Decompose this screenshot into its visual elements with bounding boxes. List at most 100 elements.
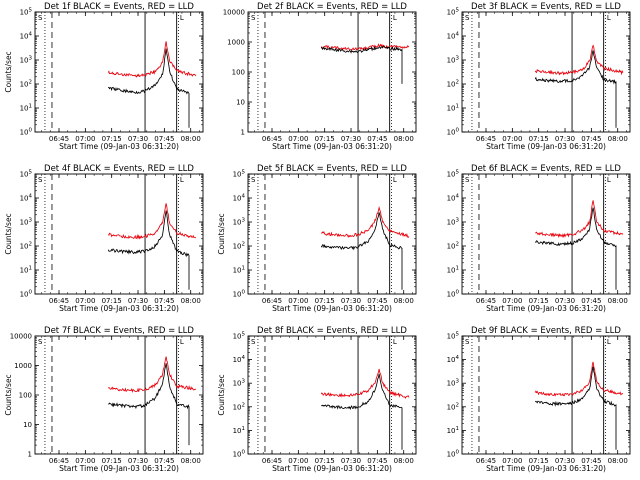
tick-base: 10 [447,195,456,203]
y-axis-label: Counts/sec [4,374,13,415]
panel-det-6f: Det 6f BLACK = Events, RED = LLD10010110… [447,164,631,313]
y-tick-label: 102 [447,242,459,251]
series-events [534,366,617,450]
y-tick-label: 104 [20,194,33,203]
y-tick-label: 101 [233,266,245,275]
y-tick-label: 101 [447,266,459,275]
tick-base: 10 [233,219,242,227]
x-axis-label: Start Time (09-Jan-03 06:31:20) [59,464,179,473]
tick-exponent: 0 [242,290,246,296]
x-tick-label: 07:45 [154,135,174,143]
tick-base: 10 [447,356,456,364]
x-tick-label: 06:45 [262,457,282,465]
y-tick-label: 101 [233,426,245,435]
panel-det-2f: Det 2f BLACK = Events, RED = LLD 1 10 100 10… [223,2,417,151]
marker-s: S [465,14,470,22]
x-tick-label: 07:45 [154,457,174,465]
tick-exponent: 1 [456,426,460,432]
marker-l: L [180,14,184,22]
y-tick-label: 104 [447,194,460,203]
tick-exponent: 2 [242,402,246,408]
tick-exponent: 1 [456,104,460,110]
tick-base: 10 [447,427,456,435]
y-tick-label: 105 [233,332,246,341]
tick-base: 10 [233,243,242,251]
tick-exponent: 5 [456,332,460,338]
y-tick-label: 104 [20,32,33,41]
tick-base: 10 [233,171,242,179]
panel-title: Det 4f BLACK = Events, RED = LLD [44,164,194,174]
tick-base: 10 [233,291,242,299]
series-lld [535,200,624,239]
tick-exponent: 2 [456,402,460,408]
panel-title: Det 5f BLACK = Events, RED = LLD [257,164,407,174]
tick-exponent: 5 [456,170,460,176]
panel-det-4f: Det 4f BLACK = Events, RED = LLD10010110… [4,164,204,313]
marker-l: L [607,176,611,184]
x-tick-label: 07:15 [102,457,122,465]
x-tick-label: 07:15 [315,457,335,465]
y-tick-label: 103 [233,379,246,388]
tick-base: 10 [447,219,456,227]
tick-base: 10 [20,129,29,137]
x-tick-label: 08:00 [181,457,201,465]
y-tick-label: 105 [447,8,460,17]
tick-exponent: 3 [242,379,246,385]
panel-title: Det 9f BLACK = Events, RED = LLD [471,326,621,336]
marker-s: S [251,14,256,22]
x-tick-label: 07:15 [315,135,335,143]
x-tick-label: 08:00 [394,457,414,465]
x-tick-label: 07:45 [581,457,601,465]
y-tick-label: 102 [20,242,32,251]
tick-exponent: 4 [242,355,246,361]
x-tick-label: 07:00 [288,457,308,465]
y-tick-label: 103 [20,56,33,65]
tick-base: 10 [447,333,456,341]
y-tick-label: 101 [447,104,459,113]
x-tick-label: 07:30 [128,457,148,465]
x-tick-label: 06:45 [262,297,282,305]
x-tick-label: 07:15 [102,135,122,143]
marker-s: S [465,176,470,184]
tick-exponent: 0 [242,450,246,456]
panel-det-9f: Det 9f BLACK = Events, RED = LLD10010110… [447,326,631,473]
marker-l: L [393,14,397,22]
y-tick-label: 101 [20,104,32,113]
panel-title: Det 6f BLACK = Events, RED = LLD [471,164,621,174]
tick-exponent: 1 [242,426,246,432]
marker-l: L [607,14,611,22]
tick-base: 10 [20,33,29,41]
y-tick-label: 105 [233,170,246,179]
y-tick-label: 105 [20,170,33,179]
series-events [320,45,403,84]
x-tick-label: 07:30 [341,135,361,143]
x-tick-label: 07:00 [288,135,308,143]
x-tick-label: 07:00 [288,297,308,305]
series-lld [320,368,410,399]
series-lld [321,205,410,238]
y-tick-label: 1000 [227,39,245,47]
y-tick-label: 102 [233,242,245,251]
y-tick-label: 10 [236,99,245,107]
y-tick-label: 103 [447,56,460,65]
tick-base: 10 [20,267,29,275]
tick-exponent: 5 [29,8,33,14]
plot-frame [34,11,204,133]
tick-base: 10 [233,427,242,435]
panel-title: Det 1f BLACK = Events, RED = LLD [44,2,194,12]
x-tick-label: 07:45 [367,297,387,305]
x-axis-label: Start Time (09-Jan-03 06:31:20) [272,464,392,473]
y-tick-label: 100 [20,290,33,299]
x-tick-label: 06:45 [476,457,496,465]
x-tick-label: 07:00 [75,457,95,465]
tick-exponent: 1 [456,266,460,272]
tick-base: 10 [20,9,29,17]
panel-det-1f: Det 1f BLACK = Events, RED = LLD10010110… [4,2,204,151]
tick-exponent: 4 [456,194,460,200]
plot-frame [34,173,204,295]
panel-title: Det 8f BLACK = Events, RED = LLD [257,326,407,336]
x-tick-label: 07:45 [581,297,601,305]
x-tick-label: 07:30 [555,457,575,465]
tick-exponent: 0 [29,128,33,134]
x-tick-label: 06:45 [49,297,69,305]
